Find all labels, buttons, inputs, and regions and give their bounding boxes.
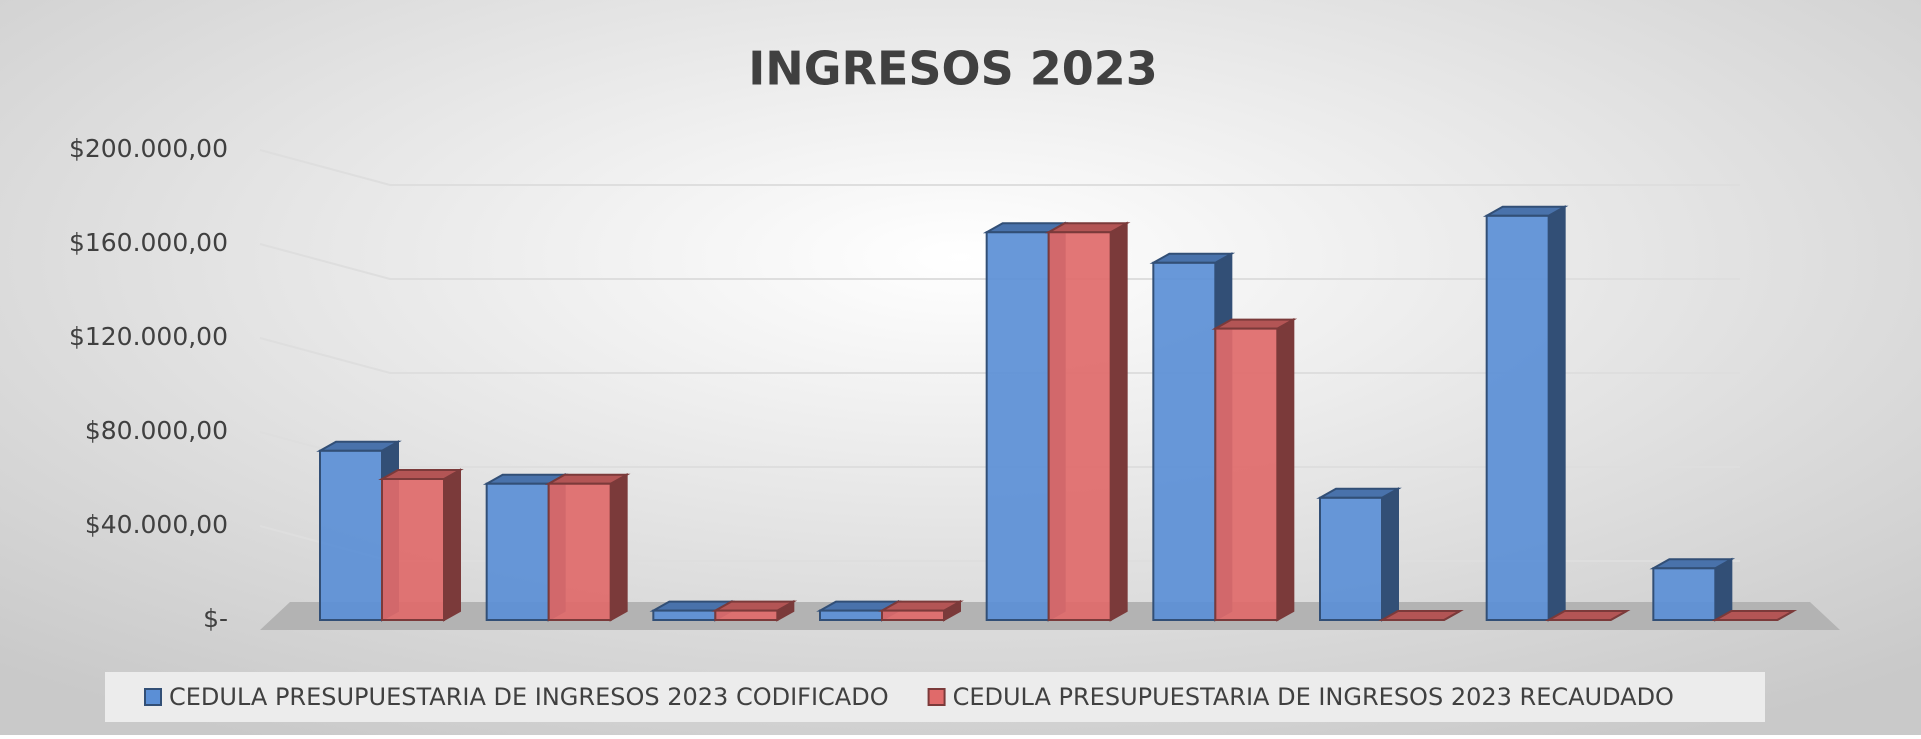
bar-face	[878, 600, 964, 612]
bar-face	[1319, 496, 1383, 621]
bar-face	[485, 482, 550, 622]
bar-face	[381, 478, 445, 621]
bar	[1711, 610, 1798, 621]
bar-face	[1544, 610, 1631, 621]
bar-face	[1152, 261, 1217, 621]
bar	[1544, 610, 1631, 621]
bar-face	[544, 473, 631, 485]
bar-face	[1276, 317, 1295, 622]
bar-face	[1044, 222, 1131, 234]
bar-face	[319, 449, 383, 621]
bar	[1482, 205, 1569, 622]
bar	[1378, 610, 1464, 621]
bar-face	[1381, 487, 1399, 622]
bar-face	[1149, 252, 1236, 264]
y-tick-label: $160.000,00	[69, 228, 228, 257]
bar-face	[1378, 610, 1464, 621]
grid-line	[259, 243, 1740, 280]
bar	[544, 472, 631, 622]
bar	[711, 599, 798, 622]
bar	[878, 599, 964, 622]
bar-face	[819, 609, 883, 621]
bar-face	[1649, 558, 1736, 570]
bar-face	[443, 468, 461, 622]
y-tick-label: $40.000,00	[85, 510, 228, 539]
bar-face	[711, 600, 798, 612]
bar-face	[609, 472, 628, 622]
legend-swatch	[927, 688, 946, 706]
bar-face	[547, 482, 612, 622]
bar	[1316, 487, 1402, 622]
legend-label: CEDULA PRESUPUESTARIA DE INGRESOS 2023 C…	[169, 683, 889, 711]
bar-face	[1714, 557, 1733, 622]
chart-title: INGRESOS 2023	[748, 42, 1158, 96]
bar-face	[1711, 610, 1798, 621]
y-tick-label: $200.000,00	[69, 134, 228, 163]
bar-face	[1214, 327, 1279, 621]
bar-face	[1485, 214, 1550, 622]
grid-line	[259, 149, 1740, 186]
bar-face	[1482, 205, 1569, 217]
bar-face	[1547, 205, 1566, 622]
bar-face	[881, 609, 945, 621]
bar-face	[1047, 231, 1112, 621]
y-tick-label: $120.000,00	[69, 322, 228, 351]
bar	[1649, 557, 1736, 622]
bar-face	[652, 609, 717, 621]
bar-face	[1316, 487, 1402, 499]
bar	[1211, 317, 1298, 622]
legend-label: CEDULA PRESUPUESTARIA DE INGRESOS 2023 R…	[953, 683, 1674, 711]
bar-face	[1211, 318, 1298, 330]
bar-face	[1652, 567, 1717, 621]
y-tick-label: $80.000,00	[85, 416, 228, 445]
bar	[378, 468, 464, 622]
legend-swatch	[144, 688, 162, 706]
y-tick-label: $-	[203, 604, 228, 633]
bar-face	[714, 609, 779, 621]
bar	[1044, 221, 1131, 622]
bar-face	[378, 469, 464, 480]
bar-face	[1109, 221, 1128, 622]
bar-face	[316, 440, 402, 452]
bar-face	[985, 231, 1050, 621]
